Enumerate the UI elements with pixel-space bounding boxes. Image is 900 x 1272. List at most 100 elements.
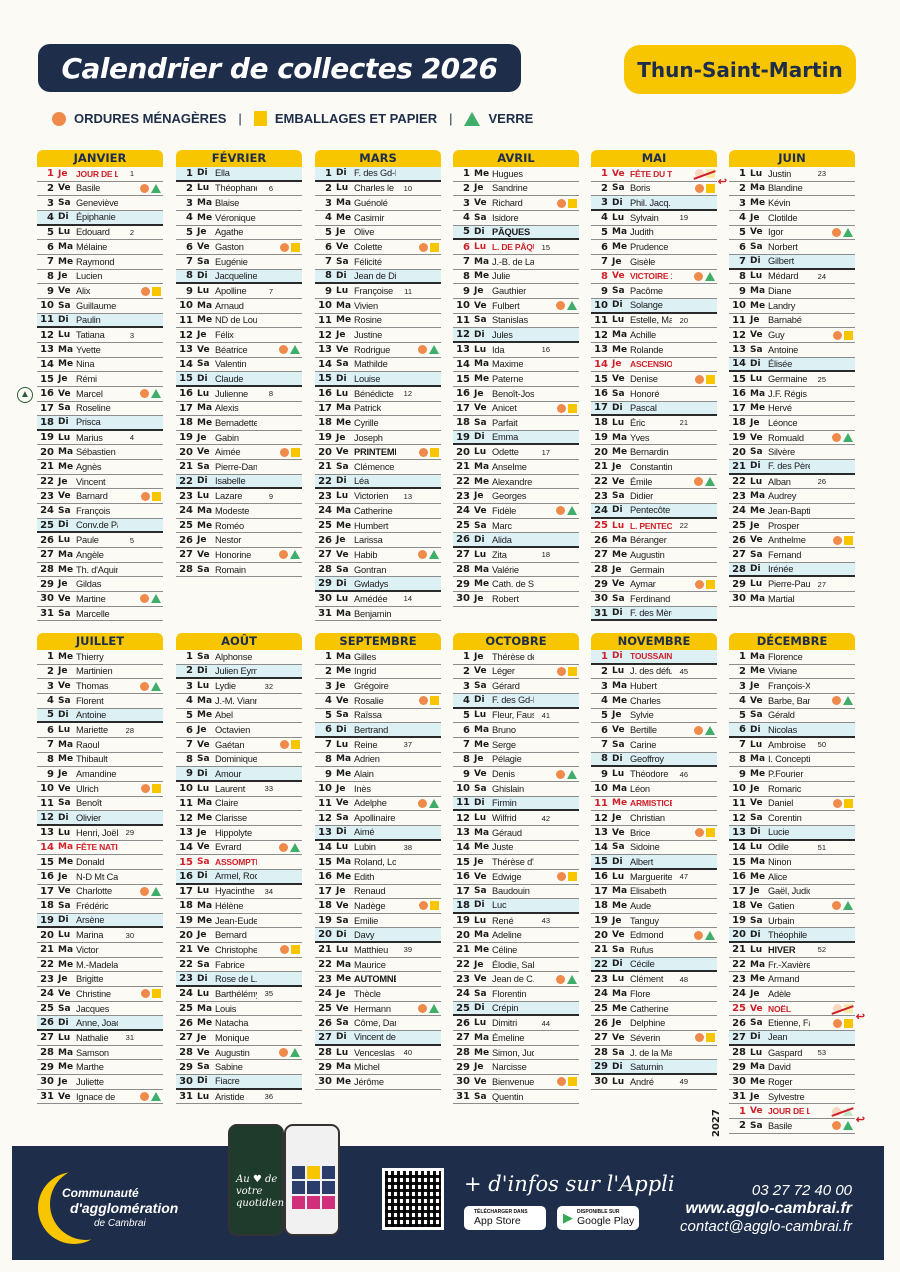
- day-of-week: Di: [197, 373, 208, 384]
- saint-name: NOËL: [768, 1003, 791, 1014]
- day-row: 19 Di Arsène: [37, 913, 163, 929]
- collection-markers: [137, 886, 161, 896]
- day-row: 4 Sa Isidore: [453, 211, 579, 226]
- day-of-week: Me: [197, 315, 213, 326]
- saint-name: Lucien: [76, 271, 103, 282]
- day-of-week: Ve: [750, 900, 763, 911]
- day-of-week: Me: [612, 900, 628, 911]
- day-number: 7: [463, 739, 470, 751]
- saint-name: Brigitte: [76, 974, 104, 985]
- saint-name: Marthe: [76, 1062, 104, 1073]
- saint-name: Delphine: [630, 1018, 666, 1029]
- week-number: 30: [125, 930, 134, 940]
- day-number: 15: [594, 856, 608, 868]
- day-of-week: Ma: [750, 754, 766, 765]
- day-number: 13: [318, 826, 332, 838]
- day-of-week: Je: [58, 374, 68, 385]
- month-12: DÉCEMBRE 1 Ma Florence 2 Me Viviane 3 Je François…: [729, 633, 865, 1134]
- day-of-week: Me: [58, 461, 74, 472]
- day-number: 9: [601, 768, 608, 780]
- day-row: 17 Ma Patrick: [315, 402, 441, 417]
- day-of-week: Me: [474, 476, 490, 487]
- week-number: 52: [817, 945, 826, 955]
- day-of-week: Sa: [336, 461, 349, 472]
- saint-name: Romaric: [768, 783, 802, 794]
- saint-name: Roger: [768, 1076, 793, 1087]
- website-link[interactable]: www.agglo-cambrai.fr: [685, 1200, 852, 1217]
- day-number: 30: [40, 593, 54, 605]
- day-row: 16 Lu Marguerite 47: [591, 870, 717, 885]
- saint-name: Agnès: [76, 461, 102, 472]
- saint-name: Olivier: [76, 812, 101, 823]
- day-number: 18: [40, 900, 54, 912]
- saint-name: Gaël, Judicaël: [768, 886, 810, 897]
- day-row: 24 Ma Flore: [591, 987, 717, 1002]
- day-number: 13: [40, 827, 54, 839]
- collection-markers: [415, 1004, 439, 1014]
- day-of-week: Lu: [612, 871, 625, 882]
- day-number: 27: [40, 1032, 54, 1044]
- orange-circle-icon: [557, 403, 566, 413]
- orange-circle-icon: [832, 1121, 841, 1131]
- day-number: 13: [594, 344, 608, 356]
- saint-name: Adelphe: [354, 798, 387, 809]
- day-number: 25: [594, 520, 608, 532]
- saint-name: Rémi: [76, 374, 97, 385]
- day-of-week: Me: [336, 315, 352, 326]
- day-of-week: Ma: [750, 286, 766, 297]
- collection-markers: [553, 769, 577, 779]
- day-row: 9 Di Amour: [176, 767, 302, 782]
- day-row: 4 Me Casimir: [315, 211, 441, 226]
- saint-name: Léger: [492, 666, 515, 677]
- saint-name: Samson: [76, 1047, 109, 1058]
- day-of-week: Di: [197, 270, 208, 281]
- collection-markers: [553, 666, 577, 676]
- saint-name: Marcelle: [76, 608, 110, 619]
- day-number: 11: [179, 314, 193, 326]
- saint-name: Firmin: [492, 797, 517, 808]
- day-number: 21: [456, 461, 470, 473]
- day-of-week: Di: [474, 900, 485, 911]
- saint-name: Clotilde: [768, 212, 798, 223]
- saint-name: Edith: [354, 871, 375, 882]
- day-of-week: Ve: [336, 1003, 349, 1014]
- day-row: 7 Ve Gaétan: [176, 738, 302, 753]
- day-of-week: Di: [612, 651, 623, 662]
- day-row: 3 Di Phil. Jacq.: [591, 196, 717, 211]
- day-row: 29 Ve Aymar: [591, 577, 717, 593]
- day-number: 9: [186, 768, 193, 780]
- saint-name: F. des Mères: [630, 608, 672, 619]
- day-of-week: Ve: [750, 535, 763, 546]
- day-of-week: Ve: [58, 491, 71, 502]
- day-number: 20: [179, 446, 193, 458]
- email-link[interactable]: contact@agglo-cambrai.fr: [680, 1218, 852, 1235]
- day-number: 19: [318, 915, 332, 927]
- day-number: 17: [594, 885, 608, 897]
- day-number: 1: [739, 168, 746, 180]
- collection-markers: ↩: [691, 169, 727, 188]
- collection-markers: [415, 242, 439, 252]
- day-number: 15: [318, 856, 332, 868]
- day-of-week: Di: [750, 724, 761, 735]
- day-row: 23 Ve Jean de C.: [453, 972, 579, 988]
- orange-circle-icon: [140, 594, 149, 604]
- week-number: 40: [403, 1048, 412, 1058]
- day-of-week: Di: [58, 417, 69, 428]
- yellow-square-icon: [706, 579, 715, 589]
- week-number: 53: [817, 1048, 826, 1058]
- qr-code[interactable]: [382, 1168, 444, 1230]
- saint-name: AUTOMNE: [354, 974, 396, 985]
- month-header: JANVIER: [37, 150, 163, 167]
- yellow-square-icon: [152, 784, 161, 794]
- day-row: 21 Me Céline: [453, 943, 579, 958]
- day-row: 14 Me Juste: [453, 841, 579, 856]
- google-play-button[interactable]: ▶ DISPONIBLE SUR Google Play: [557, 1206, 639, 1230]
- day-of-week: Ve: [336, 344, 349, 355]
- saint-name: HIVER: [768, 944, 796, 955]
- app-store-button[interactable]: TÉLÉCHARGER DANS App Store: [464, 1206, 546, 1230]
- orange-circle-icon: [832, 696, 841, 706]
- orange-circle-icon: [419, 242, 428, 252]
- day-number: 29: [40, 1061, 54, 1073]
- day-number: 29: [732, 578, 746, 590]
